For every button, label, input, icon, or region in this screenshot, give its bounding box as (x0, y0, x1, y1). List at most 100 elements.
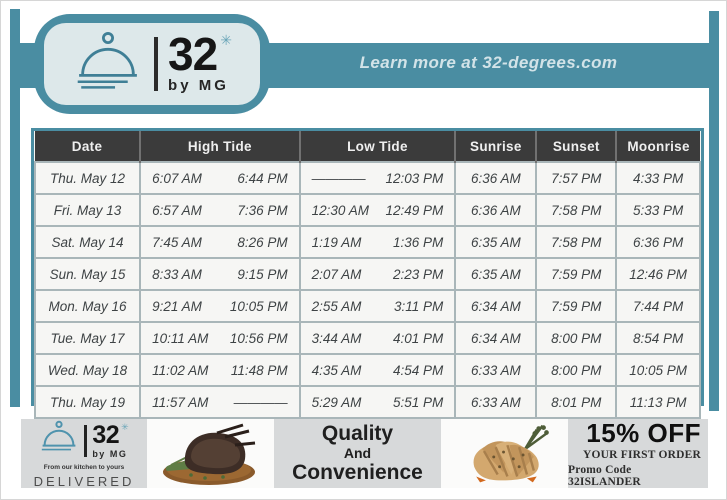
date-cell: Wed. May 18 (33, 353, 142, 387)
sunset-cell: 7:58 PM (535, 193, 618, 227)
logo-tagline: From our kitchen to yours (43, 464, 125, 471)
date-cell: Mon. May 16 (33, 289, 142, 323)
low-tide-am: ———— (311, 170, 366, 186)
low-tide-am: 2:07 AM (311, 266, 362, 282)
learn-more-text: Learn more at 32-degrees.com (359, 53, 618, 72)
promo-code: Promo Code 32ISLANDER (568, 463, 641, 488)
sunrise-cell: 6:36 AM (454, 193, 538, 227)
logo-number: 32 (92, 420, 120, 449)
date-cell: Sun. May 15 (33, 257, 142, 291)
high-tide-pm: 10:56 PM (229, 330, 288, 346)
promo-headline: 15% OFF (586, 417, 701, 448)
sunrise-cell: 6:34 AM (454, 321, 538, 355)
low-tide-pm: 12:49 PM (385, 202, 444, 218)
chicken-photo (441, 419, 568, 488)
footer-logo-box: 32 ✳ by MG From our kitchen to yours DEL… (21, 419, 147, 489)
sunrise-cell: 6:36 AM (454, 161, 538, 195)
sunset-cell: 8:00 PM (535, 353, 618, 387)
sunrise-cell: 6:33 AM (454, 385, 538, 419)
sunset-cell: 7:58 PM (535, 225, 618, 259)
table-row: Thu. May 12 6:07 AM 6:44 PM ———— 12:03 PM … (33, 161, 701, 195)
low-tide-cell: 4:35 AM 4:54 PM (298, 353, 457, 387)
low-tide-pm: 4:01 PM (392, 330, 444, 346)
quality-line2: And (343, 445, 372, 462)
sunset-cell: 7:59 PM (535, 289, 618, 323)
logo-byline: by MG (168, 76, 229, 94)
footer-banner: 32 ✳ by MG From our kitchen to yours DEL… (21, 419, 708, 489)
steak-photo (147, 419, 274, 488)
sunrise-cell: 6:34 AM (454, 289, 538, 323)
moonrise-cell: 8:54 PM (615, 321, 701, 355)
low-tide-cell: 5:29 AM 5:51 PM (298, 385, 457, 419)
col-header-moonrise: Moonrise (615, 131, 700, 162)
moonrise-cell: 7:44 PM (615, 289, 701, 323)
low-tide-cell: ———— 12:03 PM (298, 161, 457, 195)
sunrise-cell: 6:33 AM (454, 353, 538, 387)
high-tide-am: 6:07 AM (152, 170, 202, 186)
high-tide-cell: 9:21 AM 10:05 PM (139, 289, 301, 323)
snowflake-icon: ✳ (121, 421, 129, 432)
sunrise-cell: 6:35 AM (454, 225, 538, 259)
moonrise-cell: 11:13 PM (615, 385, 701, 419)
logo-byline: by MG (92, 448, 128, 459)
table-row: Thu. May 19 11:57 AM ———— 5:29 AM 5:51 PM … (33, 385, 701, 419)
high-tide-pm: 7:36 PM (237, 202, 288, 218)
low-tide-am: 5:29 AM (311, 394, 362, 410)
table-row: Sat. May 14 7:45 AM 8:26 PM 1:19 AM 1:36 P… (33, 225, 701, 259)
low-tide-am: 12:30 AM (311, 202, 369, 218)
col-header-low-tide: Low Tide (298, 131, 456, 162)
high-tide-am: 10:11 AM (152, 330, 209, 346)
date-cell: Sat. May 14 (33, 225, 142, 259)
high-tide-am: 9:21 AM (152, 298, 202, 314)
low-tide-pm: 2:23 PM (392, 266, 444, 282)
low-tide-am: 3:44 AM (311, 330, 362, 346)
promo-subline: YOUR FIRST ORDER (582, 448, 701, 461)
left-accent-bar (10, 9, 20, 407)
low-tide-cell: 12:30 AM 12:49 PM (298, 193, 457, 227)
quality-line3: Convenience (292, 460, 423, 484)
logo-divider (84, 424, 88, 457)
right-accent-bar (709, 11, 719, 411)
low-tide-am: 1:19 AM (311, 234, 362, 250)
date-cell: Thu. May 19 (33, 385, 142, 419)
high-tide-pm: 6:44 PM (237, 170, 288, 186)
logo-divider (154, 37, 159, 91)
high-tide-pm: ———— (233, 394, 288, 410)
low-tide-cell: 3:44 AM 4:01 PM (298, 321, 457, 355)
high-tide-am: 7:45 AM (152, 234, 202, 250)
low-tide-pm: 3:11 PM (393, 298, 444, 314)
moonrise-cell: 10:05 PM (615, 353, 701, 387)
high-tide-cell: 10:11 AM 10:56 PM (139, 321, 301, 355)
low-tide-cell: 2:07 AM 2:23 PM (298, 257, 457, 291)
table-row: Sun. May 15 8:33 AM 9:15 PM 2:07 AM 2:23 P… (33, 257, 701, 291)
high-tide-cell: 11:57 AM ———— (139, 385, 301, 419)
date-cell: Tue. May 17 (33, 321, 142, 355)
table-row: Mon. May 16 9:21 AM 10:05 PM 2:55 AM 3:11 … (33, 289, 701, 323)
moonrise-cell: 12:46 PM (615, 257, 701, 291)
brand-logo: 32 ✳ by MG (44, 23, 260, 105)
low-tide-am: 2:55 AM (311, 298, 362, 314)
table-row: Tue. May 17 10:11 AM 10:56 PM 3:44 AM 4:01… (33, 321, 701, 355)
promo-box: 15% OFF YOUR FIRST ORDER Promo Code 32IS… (568, 419, 708, 488)
sunset-cell: 7:57 PM (535, 161, 618, 195)
high-tide-am: 11:57 AM (152, 394, 209, 410)
high-tide-pm: 10:05 PM (229, 298, 288, 314)
logo-number: 32 (168, 28, 218, 81)
high-tide-cell: 6:57 AM 7:36 PM (139, 193, 301, 227)
low-tide-cell: 1:19 AM 1:36 PM (298, 225, 457, 259)
high-tide-pm: 8:26 PM (237, 234, 288, 250)
sunset-cell: 7:59 PM (535, 257, 618, 291)
low-tide-am: 4:35 AM (311, 362, 362, 378)
date-cell: Thu. May 12 (33, 161, 142, 195)
sunrise-cell: 6:35 AM (454, 257, 538, 291)
brand-logo-capsule: 32 ✳ by MG (34, 14, 270, 114)
table-header-row: Date High Tide Low Tide Sunrise Sunset M… (35, 131, 700, 162)
col-header-high-tide: High Tide (139, 131, 300, 162)
col-header-date: Date (35, 131, 141, 162)
high-tide-am: 11:02 AM (152, 362, 209, 378)
moonrise-cell: 4:33 PM (615, 161, 701, 195)
table-row: Fri. May 13 6:57 AM 7:36 PM 12:30 AM 12:49… (33, 193, 701, 227)
high-tide-cell: 6:07 AM 6:44 PM (139, 161, 301, 195)
high-tide-cell: 7:45 AM 8:26 PM (139, 225, 301, 259)
